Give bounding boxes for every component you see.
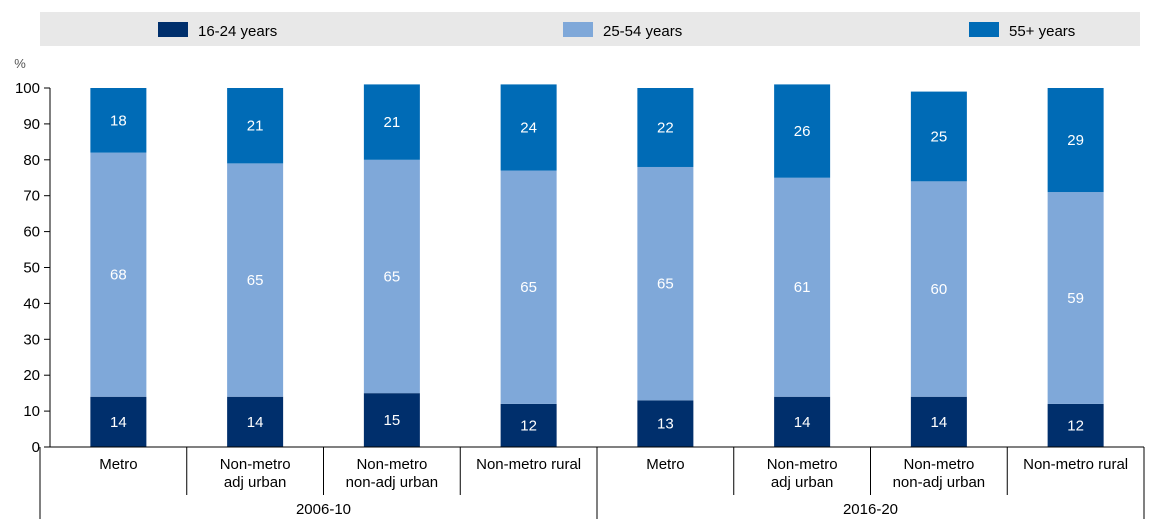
data-label: 14 [110, 414, 127, 431]
bar-segment [774, 177, 831, 397]
data-label: 61 [794, 279, 811, 296]
y-tick-label: 0 [32, 439, 40, 456]
y-tick-label: 90 [23, 116, 40, 133]
bar-segment [500, 403, 557, 447]
category-label: Non-metro [356, 456, 427, 473]
data-label: 68 [110, 267, 127, 284]
legend-swatch-3 [969, 22, 999, 37]
data-label: 25 [931, 128, 948, 145]
bar-segment [90, 152, 147, 397]
bar-segment [637, 400, 694, 447]
bar-segment [637, 88, 694, 167]
data-label: 60 [931, 281, 948, 298]
bar-segment [1047, 88, 1104, 193]
bar-segment [227, 396, 284, 447]
y-tick-label: 30 [23, 331, 40, 348]
category-label: Non-metro rural [476, 456, 581, 473]
data-label: 26 [794, 123, 811, 140]
category-label: Non-metro [220, 456, 291, 473]
bar-segment [774, 396, 831, 447]
category-label: Metro [99, 456, 137, 473]
bars: 14 68 18 14 65 21 15 65 21 12 65 24 13 65 22 14 61 26 14 60… [90, 84, 1104, 447]
bar-segment [910, 91, 967, 182]
legend-label-1: 16-24 years [198, 23, 277, 40]
y-tick-label: 60 [23, 224, 40, 241]
bar-segment [363, 159, 420, 394]
bar-segment [227, 163, 284, 397]
data-label: 65 [384, 268, 401, 285]
category-label: Non-metro [767, 456, 838, 473]
category-label: Non-metro [903, 456, 974, 473]
y-tick-label: 70 [23, 188, 40, 205]
category-label: Metro [646, 456, 684, 473]
category-label: adj urban [224, 474, 287, 491]
bar-segment [910, 396, 967, 447]
bar-segment [1047, 403, 1104, 447]
y-tick-label: 100 [15, 80, 40, 97]
data-label: 14 [247, 414, 264, 431]
data-label: 18 [110, 112, 127, 129]
data-label: 14 [794, 414, 811, 431]
data-label: 13 [657, 416, 674, 433]
bar-segment [774, 84, 831, 178]
data-label: 12 [520, 417, 537, 434]
data-label: 15 [384, 412, 401, 429]
y-tick-label: 50 [23, 260, 40, 277]
bar-segment [500, 170, 557, 404]
data-label: 65 [520, 279, 537, 296]
data-label: 65 [247, 272, 264, 289]
category-label: non-adj urban [346, 474, 439, 491]
data-label: 21 [247, 118, 264, 135]
bar-segment [500, 84, 557, 171]
bar-segment [90, 396, 147, 447]
bar-segment [637, 166, 694, 401]
bar-segment [910, 181, 967, 397]
group-label: 2016-20 [843, 501, 898, 518]
group-label: 2006-10 [296, 501, 351, 518]
category-label: adj urban [771, 474, 834, 491]
bar-segment [363, 393, 420, 447]
legend: 16-24 years 25-54 years 55+ years [158, 22, 1075, 40]
data-label: 29 [1067, 132, 1084, 149]
y-axis: 0 10 20 30 40 50 60 70 80 90 100 [15, 80, 51, 456]
bar-segment [1047, 192, 1104, 404]
data-label: 14 [931, 414, 948, 431]
y-tick-label: 80 [23, 152, 40, 169]
legend-swatch-1 [158, 22, 188, 37]
bar-segment [227, 88, 284, 164]
legend-label-3: 55+ years [1009, 23, 1075, 40]
category-label: Non-metro rural [1023, 456, 1128, 473]
data-label: 22 [657, 119, 674, 136]
y-axis-unit: % [14, 56, 26, 71]
y-tick-label: 20 [23, 367, 40, 384]
data-label: 21 [384, 114, 401, 131]
y-tick-label: 40 [23, 295, 40, 312]
bar-segment [363, 84, 420, 160]
data-label: 65 [657, 276, 674, 293]
category-label: non-adj urban [893, 474, 986, 491]
data-label: 59 [1067, 290, 1084, 307]
y-tick-label: 10 [23, 403, 40, 420]
bar-segment [90, 88, 147, 153]
legend-label-2: 25-54 years [603, 23, 682, 40]
data-label: 24 [520, 119, 537, 136]
legend-swatch-2 [563, 22, 593, 37]
data-label: 12 [1067, 417, 1084, 434]
